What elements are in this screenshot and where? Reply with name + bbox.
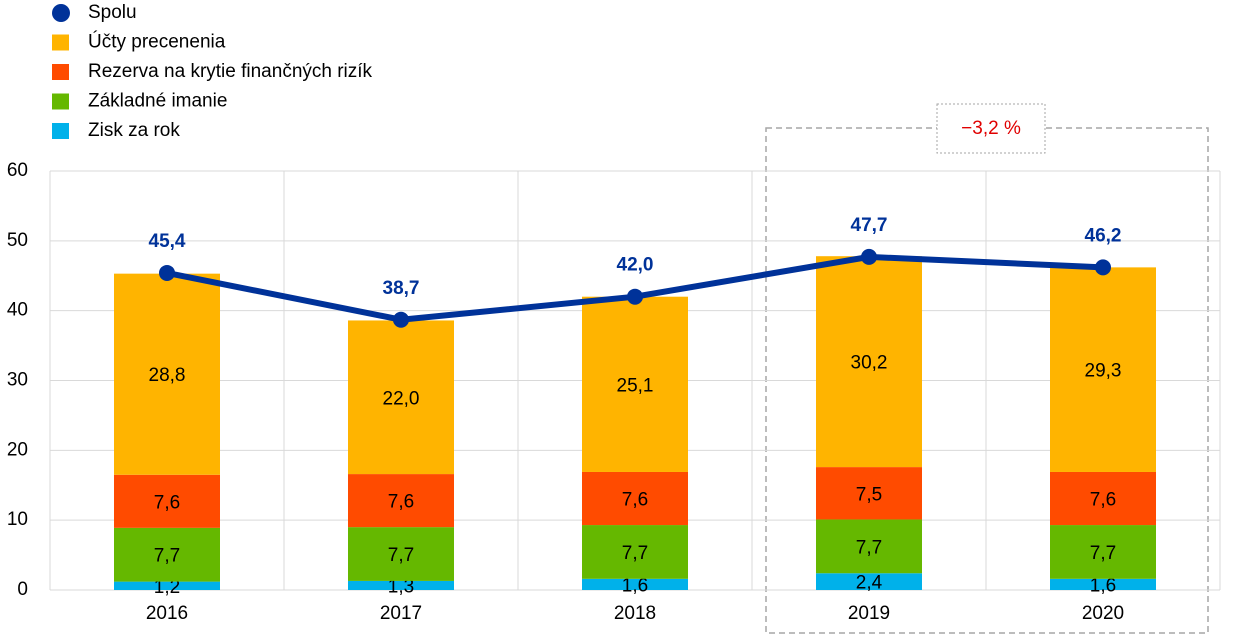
bar-segment [348,320,454,475]
line-label: 42,0 [617,255,654,276]
data-label: 7,7 [856,537,882,558]
bar-segment [816,519,922,574]
legend-marker [52,4,70,22]
line-label: 38,7 [383,278,420,299]
data-label: 1,6 [1090,575,1116,596]
data-label: 7,6 [388,492,414,513]
y-tick-label: 60 [7,160,28,181]
y-tick-label: 20 [7,439,28,460]
data-label: 7,6 [1090,490,1116,511]
bar-segment [1050,471,1156,526]
bar-segment [114,581,220,590]
bar-segment [348,474,454,528]
data-label: 22,0 [383,388,420,409]
data-label: 7,6 [154,492,180,513]
legend-label: Rezerva na krytie finančných rizík [88,61,373,82]
line-point [159,264,175,281]
line-point [627,288,643,305]
bar-segment [816,256,922,468]
x-tick-label: 2016 [146,603,188,624]
legend-label: Základné imanie [88,91,227,112]
y-tick-label: 30 [7,370,28,391]
bar-segment [1050,525,1156,579]
line-label: 47,7 [851,215,888,236]
x-tick-label: 2019 [848,603,890,624]
line-point [393,311,409,328]
y-tick-label: 50 [7,230,28,251]
data-label: 7,5 [856,484,882,505]
x-tick-label: 2020 [1082,603,1124,624]
bar-segment [1050,267,1156,472]
line-point [861,248,877,265]
bar-segment [582,578,688,590]
data-label: 29,3 [1085,361,1122,382]
legend-label: Účty precenenia [88,31,226,53]
legend-label: Spolu [88,2,137,23]
bar-segment [582,296,688,472]
legend-marker [52,34,69,51]
annotation: −3,2 % [961,118,1021,139]
data-label: 1,2 [154,577,180,598]
legend-marker [52,64,69,80]
y-tick-label: 40 [7,300,28,321]
data-label: 7,6 [622,490,648,511]
bar-segment [816,467,922,520]
legend-marker [52,123,69,139]
line-label: 46,2 [1085,225,1122,246]
line-point [1095,259,1111,276]
legend-marker [52,93,69,110]
data-label: 7,7 [388,545,414,566]
data-label: 1,6 [622,575,648,596]
data-label: 7,7 [1090,543,1116,564]
legend-label: Zisk za rok [88,120,180,141]
data-label: 28,8 [149,365,186,386]
bar-segment [348,527,454,581]
bar-segment [1050,578,1156,590]
bar-segment [114,527,220,582]
data-label: 2,4 [856,573,883,594]
y-tick-label: 0 [17,579,28,600]
bar-segment [582,471,688,526]
data-label: 25,1 [617,375,654,396]
data-label: 30,2 [851,353,888,374]
x-tick-label: 2017 [380,603,422,624]
line-label: 45,4 [149,231,186,252]
bar-segment [582,525,688,579]
bar-segment [348,580,454,590]
data-label: 7,7 [622,543,648,564]
annotation-box [936,103,1046,154]
data-label: 1,3 [388,576,414,597]
x-tick-label: 2018 [614,603,656,624]
data-label: 7,7 [154,546,180,567]
bar-segment [114,273,220,475]
bar-segment [816,573,922,590]
bar-segment [114,474,220,528]
y-tick-label: 10 [7,509,28,530]
